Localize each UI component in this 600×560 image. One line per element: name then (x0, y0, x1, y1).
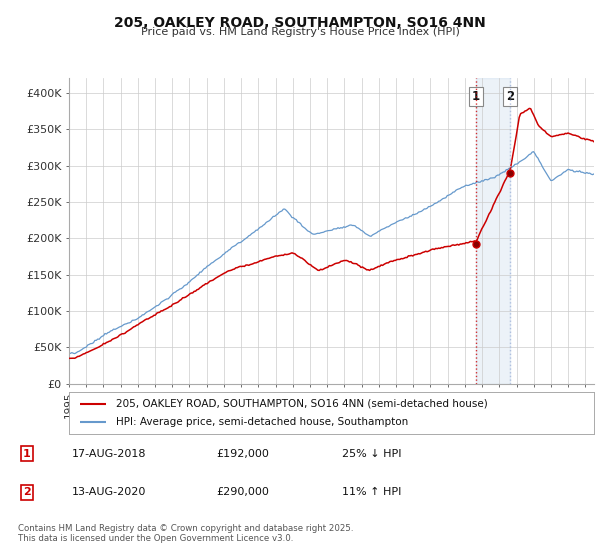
Text: 17-AUG-2018: 17-AUG-2018 (72, 449, 146, 459)
Text: Contains HM Land Registry data © Crown copyright and database right 2025.
This d: Contains HM Land Registry data © Crown c… (18, 524, 353, 543)
Text: HPI: Average price, semi-detached house, Southampton: HPI: Average price, semi-detached house,… (116, 417, 409, 427)
Text: Price paid vs. HM Land Registry's House Price Index (HPI): Price paid vs. HM Land Registry's House … (140, 27, 460, 37)
Text: 205, OAKLEY ROAD, SOUTHAMPTON, SO16 4NN (semi-detached house): 205, OAKLEY ROAD, SOUTHAMPTON, SO16 4NN … (116, 399, 488, 409)
Text: £192,000: £192,000 (216, 449, 269, 459)
Text: 1: 1 (23, 449, 31, 459)
Text: 25% ↓ HPI: 25% ↓ HPI (342, 449, 401, 459)
Bar (476, 78, 510, 384)
Text: 205, OAKLEY ROAD, SOUTHAMPTON, SO16 4NN: 205, OAKLEY ROAD, SOUTHAMPTON, SO16 4NN (114, 16, 486, 30)
Text: £290,000: £290,000 (216, 487, 269, 497)
Text: 2: 2 (23, 487, 31, 497)
Text: 2: 2 (506, 90, 514, 103)
Text: 11% ↑ HPI: 11% ↑ HPI (342, 487, 401, 497)
Text: 13-AUG-2020: 13-AUG-2020 (72, 487, 146, 497)
Text: 1: 1 (472, 90, 480, 103)
